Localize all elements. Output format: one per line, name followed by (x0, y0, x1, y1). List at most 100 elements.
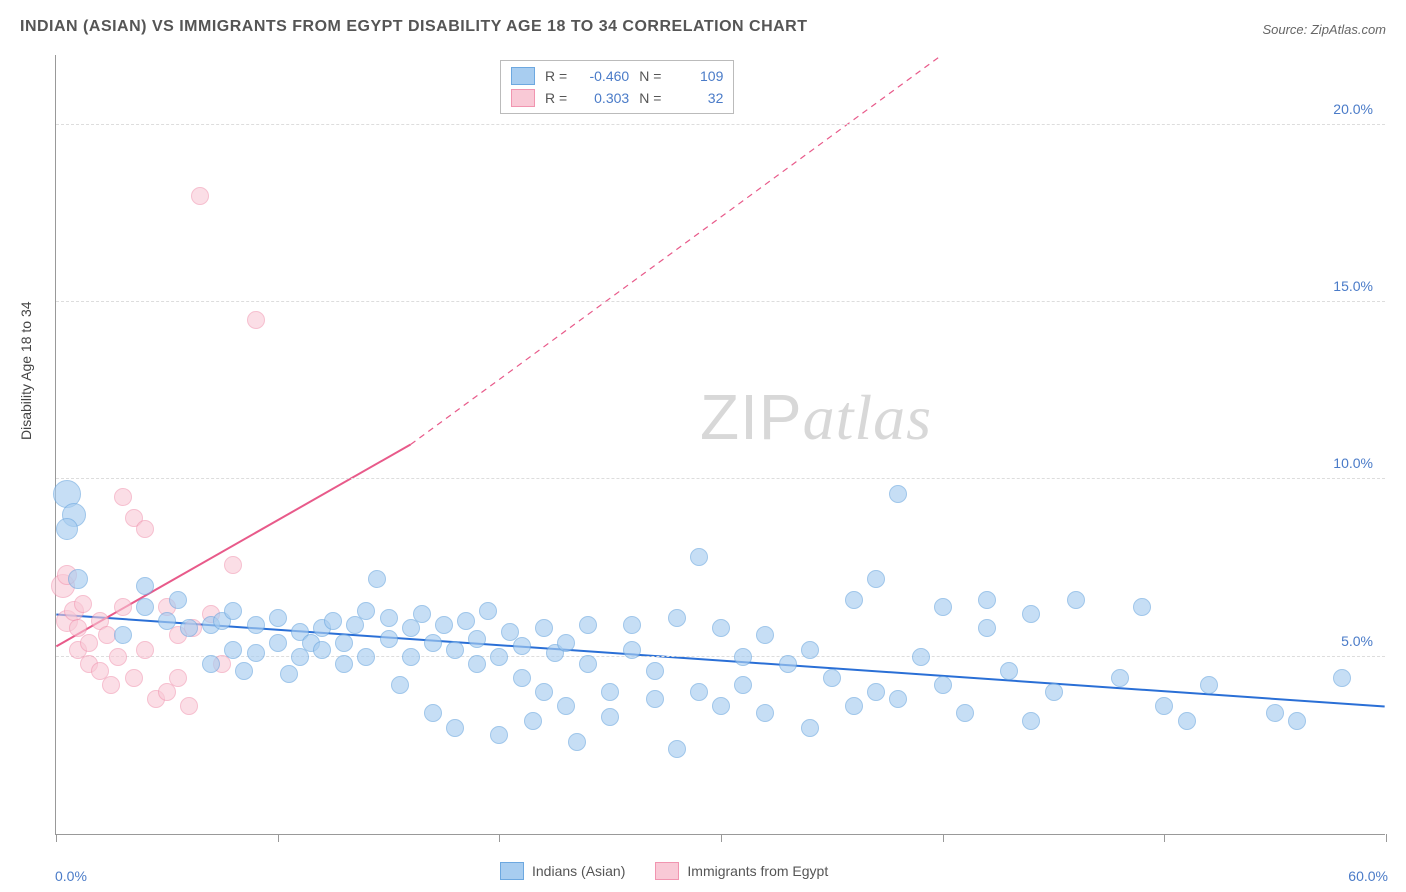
scatter-point (224, 602, 242, 620)
scatter-point (513, 637, 531, 655)
scatter-point (380, 609, 398, 627)
scatter-point (202, 655, 220, 673)
y-tick-label: 20.0% (1333, 101, 1373, 117)
scatter-point (479, 602, 497, 620)
scatter-point (1178, 712, 1196, 730)
x-tick (499, 834, 500, 842)
scatter-point (1333, 669, 1351, 687)
bottom-legend: Indians (Asian) Immigrants from Egypt (500, 862, 828, 880)
scatter-point (579, 616, 597, 634)
x-tick (943, 834, 944, 842)
scatter-point (391, 676, 409, 694)
y-axis-label: Disability Age 18 to 34 (18, 301, 34, 440)
scatter-point (646, 662, 664, 680)
scatter-point (557, 697, 575, 715)
scatter-point (867, 683, 885, 701)
scatter-point (712, 697, 730, 715)
scatter-point (335, 634, 353, 652)
plot-area: 5.0%10.0%15.0%20.0% (55, 55, 1385, 835)
scatter-point (779, 655, 797, 673)
scatter-point (68, 569, 88, 589)
x-tick (278, 834, 279, 842)
scatter-point (424, 704, 442, 722)
scatter-point (956, 704, 974, 722)
scatter-point (269, 609, 287, 627)
scatter-point (513, 669, 531, 687)
scatter-point (756, 626, 774, 644)
scatter-point (845, 591, 863, 609)
scatter-point (269, 634, 287, 652)
legend-item-pink: Immigrants from Egypt (655, 862, 828, 880)
n-label: N = (639, 90, 661, 106)
scatter-point (623, 641, 641, 659)
scatter-point (191, 187, 209, 205)
scatter-point (324, 612, 342, 630)
scatter-point (56, 518, 78, 540)
scatter-point (1022, 605, 1040, 623)
scatter-point (109, 648, 127, 666)
scatter-point (601, 708, 619, 726)
scatter-point (136, 641, 154, 659)
chart-title: INDIAN (ASIAN) VS IMMIGRANTS FROM EGYPT … (20, 18, 808, 36)
scatter-point (623, 616, 641, 634)
scatter-point (934, 676, 952, 694)
scatter-point (247, 311, 265, 329)
scatter-point (845, 697, 863, 715)
scatter-point (801, 719, 819, 737)
scatter-point (247, 616, 265, 634)
scatter-point (579, 655, 597, 673)
scatter-point (136, 577, 154, 595)
scatter-point (1266, 704, 1284, 722)
scatter-point (114, 626, 132, 644)
scatter-point (1045, 683, 1063, 701)
scatter-point (169, 669, 187, 687)
scatter-point (457, 612, 475, 630)
source-attribution: Source: ZipAtlas.com (1262, 22, 1386, 37)
scatter-point (646, 690, 664, 708)
scatter-point (668, 740, 686, 758)
scatter-point (102, 676, 120, 694)
scatter-point (889, 485, 907, 503)
scatter-point (1155, 697, 1173, 715)
stats-row-pink: R = 0.303 N = 32 (511, 87, 723, 109)
scatter-point (158, 612, 176, 630)
grid-line (56, 124, 1385, 125)
scatter-point (889, 690, 907, 708)
y-tick-label: 5.0% (1341, 633, 1373, 649)
scatter-point (368, 570, 386, 588)
scatter-point (1000, 662, 1018, 680)
scatter-point (712, 619, 730, 637)
r-value-blue: -0.460 (577, 68, 629, 84)
r-label: R = (545, 90, 567, 106)
scatter-point (413, 605, 431, 623)
scatter-point (801, 641, 819, 659)
scatter-point (313, 641, 331, 659)
x-tick (56, 834, 57, 842)
legend-label-pink: Immigrants from Egypt (687, 863, 828, 879)
scatter-point (524, 712, 542, 730)
scatter-point (756, 704, 774, 722)
scatter-point (1067, 591, 1085, 609)
swatch-blue (500, 862, 524, 880)
scatter-point (357, 602, 375, 620)
scatter-point (1133, 598, 1151, 616)
r-label: R = (545, 68, 567, 84)
scatter-point (446, 641, 464, 659)
scatter-point (136, 520, 154, 538)
x-tick-label-right: 60.0% (1348, 868, 1388, 884)
scatter-point (468, 655, 486, 673)
scatter-point (424, 634, 442, 652)
scatter-point (557, 634, 575, 652)
scatter-point (912, 648, 930, 666)
scatter-point (668, 609, 686, 627)
stats-legend-box: R = -0.460 N = 109 R = 0.303 N = 32 (500, 60, 734, 114)
scatter-point (1111, 669, 1129, 687)
grid-line (56, 301, 1385, 302)
scatter-point (74, 595, 92, 613)
scatter-point (823, 669, 841, 687)
y-tick-label: 15.0% (1333, 278, 1373, 294)
scatter-point (934, 598, 952, 616)
scatter-point (169, 591, 187, 609)
scatter-point (335, 655, 353, 673)
n-label: N = (639, 68, 661, 84)
